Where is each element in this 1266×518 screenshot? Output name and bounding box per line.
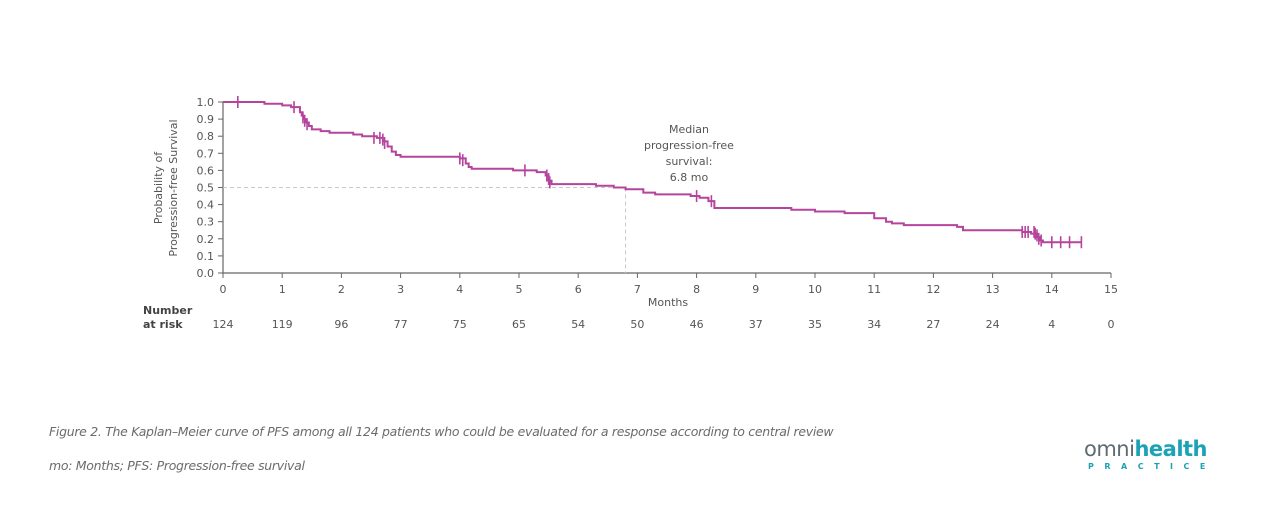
km-chart: Probability of Progression-free Survival… — [143, 96, 1118, 331]
logo-wordmark: omnihealth — [1084, 438, 1219, 460]
x-tick-label: 11 — [867, 283, 881, 296]
number-at-risk-value: 27 — [926, 318, 940, 331]
x-tick-label: 13 — [986, 283, 1000, 296]
number-at-risk-value: 119 — [272, 318, 293, 331]
median-annotation-line-4: 6.8 mo — [670, 171, 709, 184]
x-tick-label: 3 — [397, 283, 404, 296]
y-tick-label: 0.7 — [197, 147, 215, 160]
y-tick-label: 0.2 — [197, 233, 215, 246]
median-annotation-line-2: progression-free — [644, 139, 734, 152]
abbreviations-note: mo: Months; PFS: Progression-free surviv… — [49, 458, 305, 473]
number-at-risk-value: 4 — [1048, 318, 1055, 331]
x-tick-label: 7 — [634, 283, 641, 296]
figure-caption: Figure 2. The Kaplan–Meier curve of PFS … — [49, 424, 834, 439]
x-tick-label: 1 — [279, 283, 286, 296]
x-tick-label: 14 — [1045, 283, 1059, 296]
number-at-risk-label-line-1: Number — [143, 304, 193, 317]
y-tick-label: 0.6 — [197, 164, 215, 177]
y-tick-label: 0.4 — [197, 199, 215, 212]
x-tick-label: 12 — [926, 283, 940, 296]
number-at-risk-value: 96 — [334, 318, 348, 331]
number-at-risk-value: 50 — [630, 318, 644, 331]
number-at-risk-value: 35 — [808, 318, 822, 331]
y-tick-label: 0.9 — [197, 113, 215, 126]
y-axis-title: Probability of Progression-free Survival — [152, 119, 180, 256]
number-at-risk-values: 124 119 96 77 75 65 54 50 46 37 35 34 27 24 4 0 — [213, 318, 1115, 331]
y-axis-title-line-1: Probability of — [152, 151, 165, 224]
logo-practice: PRACTICE — [1088, 462, 1216, 471]
number-at-risk-value: 75 — [453, 318, 467, 331]
y-tick-label: 1.0 — [197, 96, 215, 109]
x-tick-label: 0 — [220, 283, 227, 296]
y-tick-label: 0.5 — [197, 182, 215, 195]
y-tick-label: 0.3 — [197, 216, 215, 229]
median-annotation-line-3: survival: — [666, 155, 713, 168]
logo-health: health — [1134, 437, 1208, 461]
y-tick-label: 0.0 — [197, 267, 215, 280]
x-tick-label: 8 — [693, 283, 700, 296]
km-curve-pfs — [223, 101, 1082, 244]
number-at-risk-value: 65 — [512, 318, 526, 331]
censor-marks — [237, 96, 1083, 249]
number-at-risk-value: 34 — [867, 318, 881, 331]
number-at-risk-value: 37 — [749, 318, 763, 331]
x-tick-label: 4 — [456, 283, 463, 296]
number-at-risk-value: 124 — [213, 318, 234, 331]
y-axis-title-line-2: Progression-free Survival — [167, 119, 180, 256]
logo-omni: omni — [1084, 437, 1135, 461]
number-at-risk-label-line-2: at risk — [143, 318, 183, 331]
median-annotation: Median progression-free survival: 6.8 mo — [644, 123, 734, 184]
x-axis-title: Months — [648, 296, 688, 309]
number-at-risk-value: 0 — [1108, 318, 1115, 331]
y-tick-label: 0.1 — [197, 250, 215, 263]
x-tick-label: 2 — [338, 283, 345, 296]
y-tick-label: 0.8 — [197, 130, 215, 143]
x-ticks: 0 1 2 3 4 5 6 7 8 9 10 11 12 13 14 15 — [220, 273, 1118, 296]
x-tick-label: 5 — [516, 283, 523, 296]
x-tick-label: 9 — [752, 283, 759, 296]
median-annotation-line-1: Median — [669, 123, 709, 136]
y-ticks: 0.0 0.1 0.2 0.3 0.4 0.5 0.6 0.7 0.8 0.9 1.0 — [197, 96, 223, 280]
number-at-risk-value: 24 — [986, 318, 1000, 331]
number-at-risk-value: 77 — [394, 318, 408, 331]
omnihealth-logo: omnihealth PRACTICE — [1084, 438, 1219, 471]
number-at-risk-value: 54 — [571, 318, 585, 331]
x-tick-label: 15 — [1104, 283, 1118, 296]
x-tick-label: 10 — [808, 283, 822, 296]
x-tick-label: 6 — [575, 283, 582, 296]
number-at-risk-value: 46 — [690, 318, 704, 331]
